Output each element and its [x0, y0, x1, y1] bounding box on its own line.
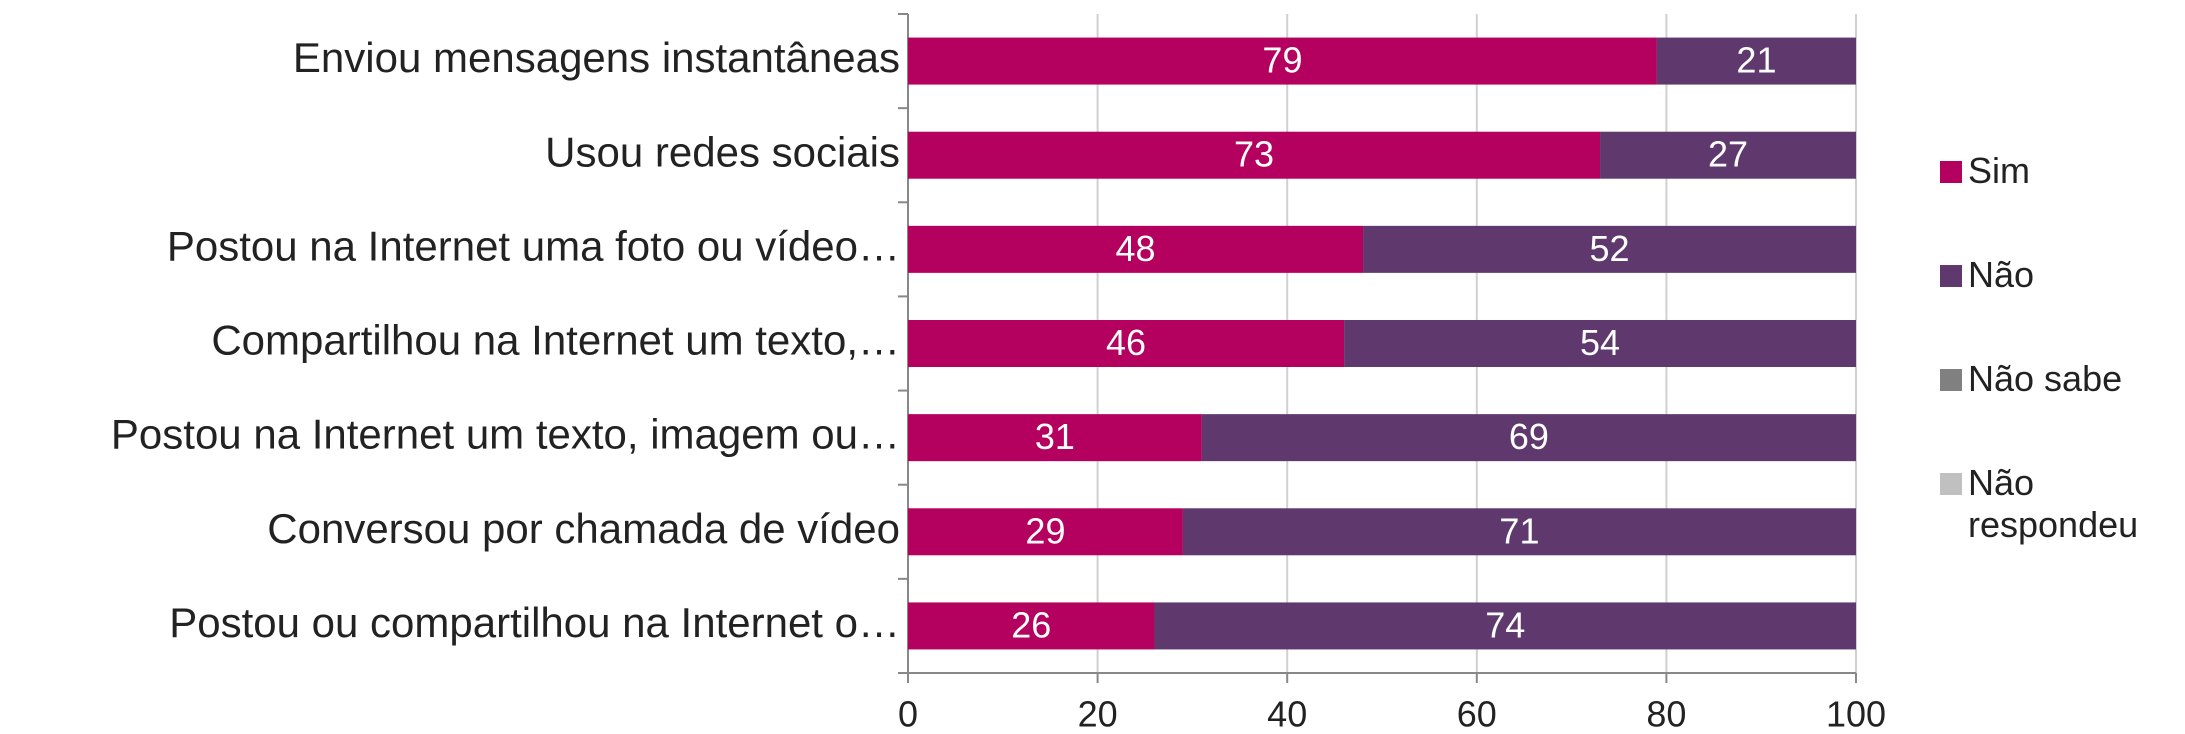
data-label: 79	[1262, 40, 1302, 81]
category-label: Postou na Internet um texto, imagem ou…	[111, 411, 900, 458]
legend-item: Não	[1940, 254, 2180, 296]
bar-segment	[908, 131, 1601, 179]
bar-segment	[1344, 320, 1856, 367]
x-tick-label: 80	[1646, 694, 1686, 734]
bar-segment	[1201, 414, 1856, 462]
data-label: 52	[1589, 228, 1629, 269]
data-label: 46	[1106, 322, 1146, 363]
category-label: Postou ou compartilhou na Internet o…	[169, 599, 900, 646]
x-tick-label: 0	[898, 694, 918, 734]
legend-swatch	[1940, 369, 1962, 391]
data-label: 73	[1234, 134, 1274, 175]
data-label: 26	[1011, 604, 1051, 645]
data-label: 31	[1035, 416, 1075, 457]
bar-segment	[908, 225, 1364, 273]
legend-item: Não sabe	[1940, 358, 2180, 400]
bar-segment	[908, 414, 1202, 462]
category-label: Usou redes sociais	[545, 128, 900, 175]
data-label: 27	[1708, 134, 1748, 175]
data-label: 29	[1025, 510, 1065, 551]
legend-label: Não respondeu	[1968, 462, 2139, 545]
data-label: 48	[1115, 228, 1155, 269]
legend-swatch	[1940, 473, 1962, 495]
bar-segment	[1656, 37, 1856, 85]
data-label: 71	[1499, 510, 1539, 551]
bar-segment	[1154, 602, 1856, 650]
bar-segment	[908, 602, 1155, 650]
legend-label: Sim	[1968, 150, 2030, 191]
bar-segment	[1363, 225, 1856, 273]
legend-label: Não sabe	[1968, 358, 2123, 399]
category-label: Compartilhou na Internet um texto,…	[211, 317, 900, 364]
x-tick-label: 100	[1826, 694, 1886, 734]
legend-label: Não	[1968, 254, 2035, 295]
bar-segment	[1182, 508, 1856, 556]
legend-item: Sim	[1940, 150, 2180, 192]
data-label: 69	[1509, 416, 1549, 457]
bar-segment	[908, 320, 1345, 367]
x-tick-label: 40	[1267, 694, 1307, 734]
legend-item: Não respondeu	[1940, 462, 2180, 546]
data-label: 74	[1485, 604, 1525, 645]
data-label: 21	[1736, 40, 1776, 81]
category-label: Postou na Internet uma foto ou vídeo…	[167, 222, 900, 269]
x-tick-label: 60	[1457, 694, 1497, 734]
x-tick-label: 20	[1078, 694, 1118, 734]
bar-segment	[1600, 131, 1856, 179]
bar-segment	[908, 508, 1183, 556]
legend: Sim Não Não sabe Não respondeu	[1940, 150, 2180, 608]
category-label: Conversou por chamada de vídeo	[267, 505, 900, 552]
data-label: 54	[1580, 322, 1620, 363]
legend-swatch	[1940, 161, 1962, 183]
legend-swatch	[1940, 265, 1962, 287]
bar-segment	[908, 37, 1657, 85]
category-label: Enviou mensagens instantâneas	[293, 34, 900, 81]
